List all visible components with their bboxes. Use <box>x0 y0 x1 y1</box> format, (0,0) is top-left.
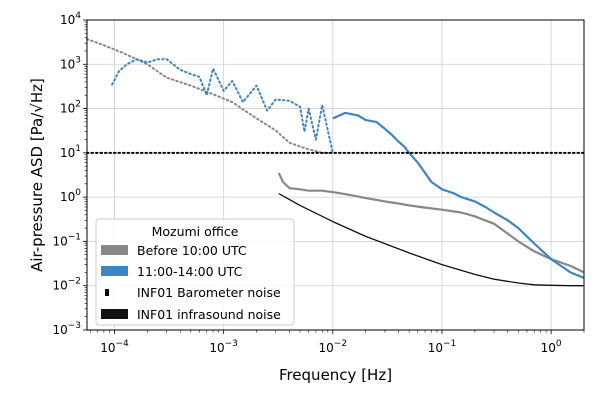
y-tick-label: 10−2 <box>52 277 81 293</box>
series-line-1 <box>277 172 585 274</box>
legend-title: Mozumi office <box>152 224 239 239</box>
y-tick-label: 10−1 <box>52 232 81 248</box>
legend-swatch-infrasound <box>101 309 128 319</box>
legend-box <box>95 218 295 326</box>
x-tick-label: 10−3 <box>209 339 238 355</box>
legend-swatch-1100-1400 <box>101 266 128 276</box>
x-axis-title: Frequency [Hz] <box>279 366 392 384</box>
y-tick-label: 104 <box>60 11 81 27</box>
y-tick-label: 100 <box>60 188 81 204</box>
series-layer <box>86 38 585 287</box>
x-tick-label: 10−4 <box>100 339 129 355</box>
x-tick-label: 10−2 <box>319 339 348 355</box>
y-tick-label: 10−3 <box>52 321 81 337</box>
plot-frame <box>86 19 585 331</box>
series-line-2 <box>111 58 334 154</box>
legend-label-barometer: INF01 Barometer noise <box>137 285 281 300</box>
y-tick-label: 101 <box>60 144 81 160</box>
y-axis-title: Air-pressure ASD [Pa/√Hz] <box>28 78 46 272</box>
legend-label-infrasound: INF01 infrasound noise <box>137 307 281 322</box>
x-tick-label: 100 <box>541 339 562 355</box>
legend: Mozumi office Before 10:00 UTC 11:00-14:… <box>95 218 295 326</box>
legend-swatch-before <box>101 245 128 255</box>
x-ticks: 10−4 10−3 10−2 10−1 100 <box>89 330 585 355</box>
y-tick-label: 102 <box>60 100 81 116</box>
legend-label-before: Before 10:00 UTC <box>137 243 247 258</box>
series-line-0 <box>86 38 334 154</box>
legend-swatch-barometer <box>105 289 109 296</box>
series-line-3 <box>332 111 585 279</box>
x-tick-label: 10−1 <box>428 339 457 355</box>
series-line-5 <box>278 193 584 287</box>
y-tick-label: 103 <box>60 55 81 71</box>
y-ticks: 10−3 10−2 10−1 100 101 102 103 104 <box>52 11 87 337</box>
legend-label-1100-1400: 11:00-14:00 UTC <box>137 264 243 279</box>
